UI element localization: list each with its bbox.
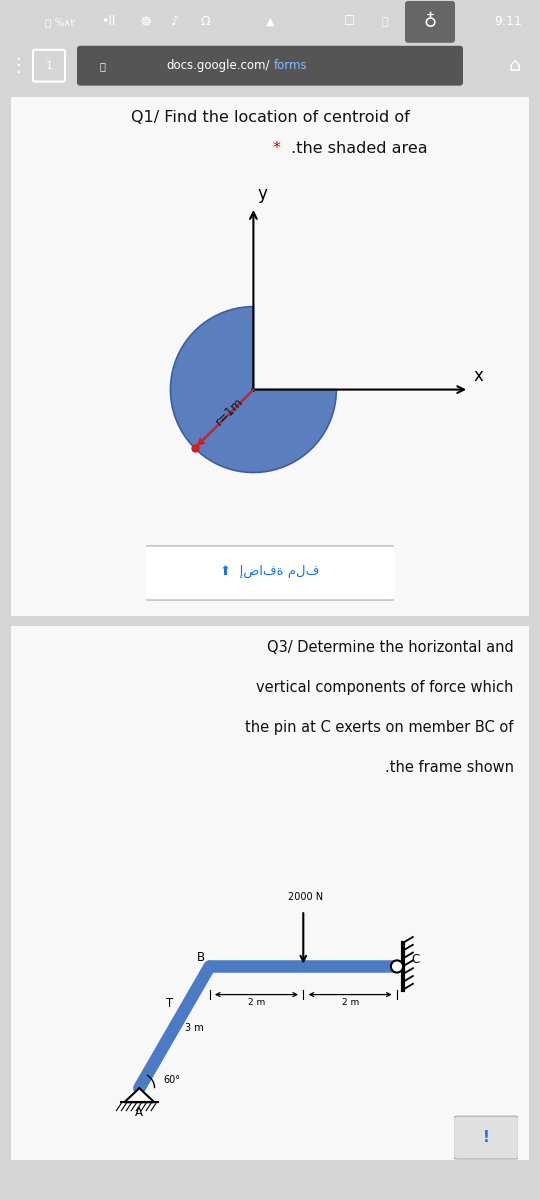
Text: 🔒: 🔒 — [99, 61, 105, 71]
Text: Q3/ Determine the horizontal and: Q3/ Determine the horizontal and — [267, 640, 514, 655]
Text: .the shaded area: .the shaded area — [286, 142, 427, 156]
Text: r=1m: r=1m — [213, 395, 246, 428]
FancyBboxPatch shape — [405, 1, 455, 43]
FancyBboxPatch shape — [141, 546, 399, 600]
Text: !: ! — [483, 1130, 489, 1145]
Text: 9:11: 9:11 — [494, 16, 522, 29]
Text: 2 m: 2 m — [248, 998, 265, 1007]
Text: ☐: ☐ — [345, 16, 356, 29]
Text: the pin at C exerts on member BC of: the pin at C exerts on member BC of — [245, 720, 514, 734]
Text: 1: 1 — [45, 61, 52, 71]
Text: .the frame shown: .the frame shown — [384, 760, 514, 775]
Text: y: y — [258, 185, 267, 203]
Text: ⎕ %۸۲: ⎕ %۸۲ — [45, 17, 75, 26]
Polygon shape — [124, 1088, 154, 1103]
Text: ♁: ♁ — [423, 13, 436, 31]
Text: ⋮: ⋮ — [8, 56, 28, 76]
Text: T: T — [166, 997, 174, 1010]
Text: 2 m: 2 m — [341, 998, 359, 1007]
Text: 60°: 60° — [164, 1074, 181, 1085]
Circle shape — [391, 960, 403, 972]
Text: ♪: ♪ — [171, 16, 179, 29]
Text: Ω: Ω — [200, 16, 210, 29]
Text: forms: forms — [274, 59, 308, 72]
FancyBboxPatch shape — [454, 1116, 518, 1159]
Wedge shape — [171, 307, 336, 473]
Text: ⎕: ⎕ — [382, 17, 388, 26]
FancyBboxPatch shape — [8, 95, 532, 618]
Text: ⬆  إضافة ملف: ⬆ إضافة ملف — [220, 564, 320, 578]
Text: x: x — [473, 367, 483, 385]
Text: 2000 N: 2000 N — [288, 892, 323, 902]
Text: ☸: ☸ — [139, 14, 151, 29]
FancyBboxPatch shape — [8, 624, 532, 1163]
Text: docs.google.com/: docs.google.com/ — [166, 59, 270, 72]
Text: vertical components of force which: vertical components of force which — [256, 679, 514, 695]
Text: 3 m: 3 m — [185, 1024, 204, 1033]
Text: C: C — [411, 953, 419, 966]
Text: B: B — [197, 950, 205, 964]
Text: ▲: ▲ — [266, 17, 274, 26]
Text: *: * — [273, 142, 280, 156]
Text: •ll: •ll — [101, 16, 115, 29]
Text: Q1/ Find the location of centroid of: Q1/ Find the location of centroid of — [131, 110, 409, 125]
FancyBboxPatch shape — [77, 46, 463, 85]
Text: ⌂: ⌂ — [509, 56, 521, 76]
Text: A: A — [136, 1106, 143, 1120]
